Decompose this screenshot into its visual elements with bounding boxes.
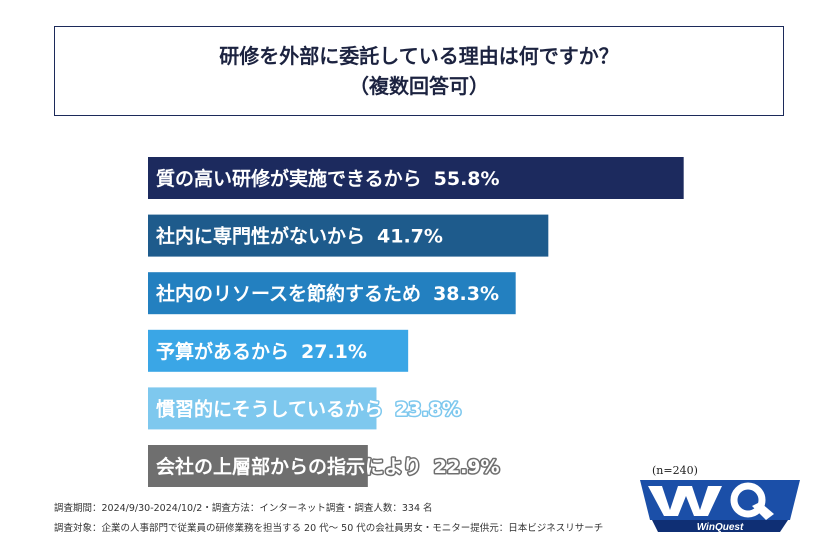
bar-label-5: 慣習的にそうしているから 23.8% — [156, 397, 461, 420]
winquest-logo: WinQuest — [640, 480, 800, 533]
value-label-5: 23.8% — [395, 398, 461, 420]
sample-size: (n=240) — [652, 464, 698, 477]
bar-4 — [148, 329, 409, 372]
value-label-2: 41.7% — [377, 226, 443, 248]
value-label-3: 38.3% — [433, 283, 499, 305]
bar-5 — [148, 387, 377, 430]
bar-6 — [148, 445, 368, 487]
bar-label-1: 質の高い研修が実施できるから 55.8% — [156, 167, 500, 190]
category-label-3: 社内のリソースを節約するため — [155, 282, 421, 305]
bar-label-3: 社内のリソースを節約するため 38.3% — [155, 282, 499, 305]
value-label-4: 27.1% — [301, 341, 367, 363]
value-label-1: 55.8% — [434, 168, 500, 190]
category-label-2: 社内に専門性がないから — [155, 225, 365, 248]
value-label-6: 22.9% — [434, 456, 500, 478]
category-label-4: 予算があるから — [156, 340, 289, 363]
chart-title-line2: （複数回答可） — [349, 74, 489, 98]
category-label-5: 慣習的にそうしているから — [156, 397, 383, 420]
chart-title-box: 研修を外部に委託している理由は何ですか？ （複数回答可） — [54, 26, 784, 116]
bar-3 — [148, 272, 516, 315]
category-label-1: 質の高い研修が実施できるから — [156, 167, 422, 190]
footnote-survey-period: 調査期間：2024/9/30-2024/10/2・調査方法：インターネット調査・… — [54, 503, 433, 514]
chart-title-line1: 研修を外部に委託している理由は何ですか？ — [219, 44, 619, 68]
bar-1 — [148, 157, 684, 199]
footnote-survey-target: 調査対象：企業の人事部門で従業員の研修業務を担当する 20 代～ 50 代の会社… — [54, 523, 604, 534]
logo-text: WinQuest — [697, 522, 744, 533]
category-label-6: 会社の上層部からの指示により — [156, 455, 422, 478]
bar-label-4: 予算があるから 27.1% — [156, 340, 367, 363]
bar-label-6: 会社の上層部からの指示により 22.9% — [156, 455, 500, 478]
bar-label-2: 社内に専門性がないから 41.7% — [155, 225, 443, 248]
bar-2 — [148, 214, 549, 257]
